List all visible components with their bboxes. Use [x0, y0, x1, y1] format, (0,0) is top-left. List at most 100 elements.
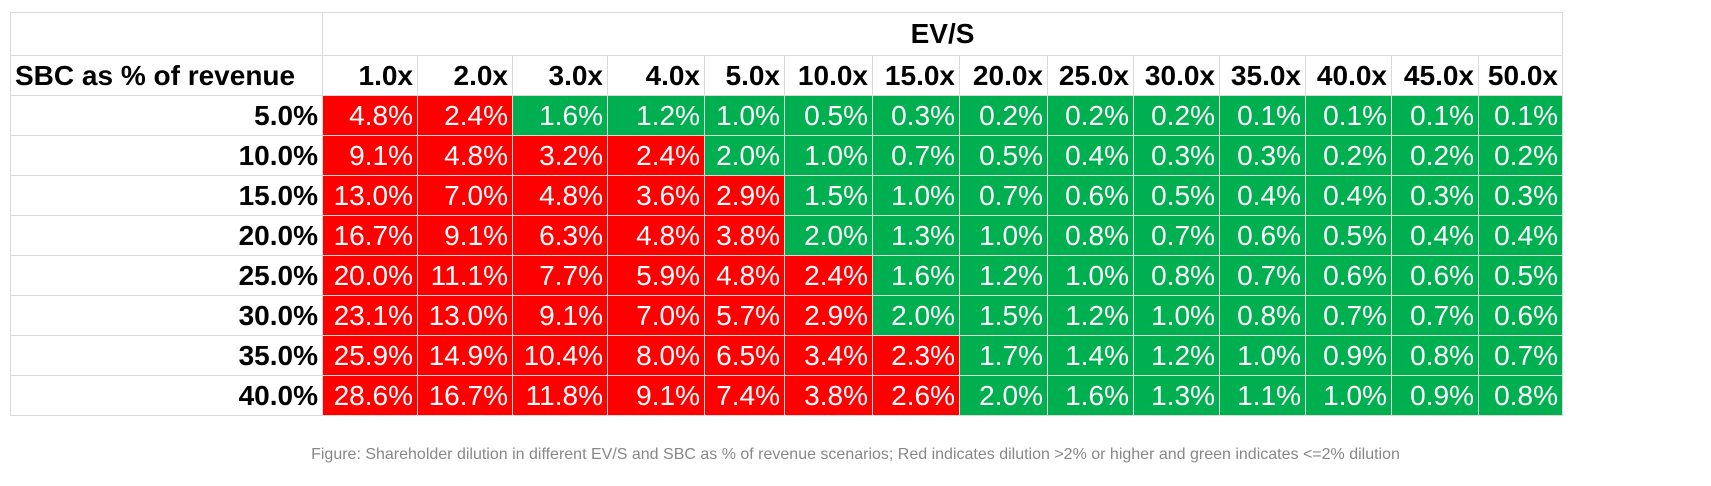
table-cell: 1.0% [1219, 335, 1306, 376]
table-cell: 1.0% [1047, 255, 1134, 296]
table-cell: 9.1% [322, 135, 418, 176]
table-cell: 4.8% [704, 255, 785, 296]
table-cell: 11.1% [417, 255, 513, 296]
table-cell: 0.7% [1391, 295, 1479, 336]
table-cell: 2.3% [872, 335, 960, 376]
row-label: 5.0% [10, 95, 323, 136]
table-cell: 1.2% [607, 95, 705, 136]
column-header: 10.0x [784, 55, 873, 96]
figure-caption: Figure: Shareholder dilution in differen… [311, 446, 1400, 463]
table-cell: 0.4% [1305, 175, 1392, 216]
row-label: 15.0% [10, 175, 323, 216]
table-cell: 3.8% [784, 375, 873, 416]
column-header: 40.0x [1305, 55, 1392, 96]
table-cell: 0.5% [1478, 255, 1563, 296]
table-cell: 0.6% [1305, 255, 1392, 296]
table-cell: 3.8% [704, 215, 785, 256]
column-header: 50.0x [1478, 55, 1563, 96]
table-cell: 1.4% [1047, 335, 1134, 376]
table-cell: 1.2% [1047, 295, 1134, 336]
table-cell: 0.8% [1047, 215, 1134, 256]
table-cell: 1.2% [1133, 335, 1220, 376]
column-header: 3.0x [512, 55, 608, 96]
row-label: 20.0% [10, 215, 323, 256]
table-cell: 0.7% [1133, 215, 1220, 256]
column-header: 35.0x [1219, 55, 1306, 96]
table-cell: 0.3% [1133, 135, 1220, 176]
table-cell: 0.1% [1478, 95, 1563, 136]
table-cell: 0.6% [1478, 295, 1563, 336]
table-cell: 25.9% [322, 335, 418, 376]
table-cell: 1.7% [959, 335, 1048, 376]
table-cell: 1.2% [959, 255, 1048, 296]
table-cell: 9.1% [417, 215, 513, 256]
table-cell: 1.0% [704, 95, 785, 136]
table-cell: 2.6% [872, 375, 960, 416]
column-header: 15.0x [872, 55, 960, 96]
table-cell: 1.3% [872, 215, 960, 256]
table-cell: 2.4% [607, 135, 705, 176]
table-cell: 1.1% [1219, 375, 1306, 416]
table-cell: 1.0% [959, 215, 1048, 256]
table-cell: 23.1% [322, 295, 418, 336]
column-header-row: SBC as % of revenue 1.0x 2.0x 3.0x 4.0x 5.0x… [10, 55, 1563, 96]
table-cell: 0.6% [1219, 215, 1306, 256]
table-cell: 7.4% [704, 375, 785, 416]
row-label: 25.0% [10, 255, 323, 296]
table-cell: 2.4% [417, 95, 513, 136]
row-label: 35.0% [10, 335, 323, 376]
table-cell: 2.0% [959, 375, 1048, 416]
table-cell: 5.7% [704, 295, 785, 336]
table-cell: 7.0% [417, 175, 513, 216]
table-cell: 28.6% [322, 375, 418, 416]
table-cell: 0.3% [1219, 135, 1306, 176]
table-cell: 1.0% [1305, 375, 1392, 416]
table-cell: 2.4% [784, 255, 873, 296]
table-cell: 16.7% [322, 215, 418, 256]
table-cell: 1.0% [872, 175, 960, 216]
table-cell: 2.0% [784, 215, 873, 256]
table-cell: 0.4% [1047, 135, 1134, 176]
table-cell: 0.9% [1305, 335, 1392, 376]
table-cell: 0.2% [1305, 135, 1392, 176]
table-cell: 0.7% [1478, 335, 1563, 376]
table-cell: 9.1% [512, 295, 608, 336]
table-cell: 0.4% [1478, 215, 1563, 256]
table-cell: 14.9% [417, 335, 513, 376]
table-row: 40.0% 28.6% 16.7% 11.8% 9.1% 7.4% 3.8% 2.6% 2.0%… [10, 375, 1563, 416]
table-cell: 6.5% [704, 335, 785, 376]
table-cell: 0.8% [1478, 375, 1563, 416]
table-cell: 0.1% [1305, 95, 1392, 136]
table-cell: 0.5% [1133, 175, 1220, 216]
table-row: 10.0% 9.1% 4.8% 3.2% 2.4% 2.0% 1.0% 0.7% 0.5% 0.4… [10, 135, 1563, 176]
column-header: 1.0x [322, 55, 418, 96]
table-cell: 13.0% [417, 295, 513, 336]
row-header-label: SBC as % of revenue [10, 55, 323, 96]
table-cell: 0.8% [1133, 255, 1220, 296]
column-header: 4.0x [607, 55, 705, 96]
table-row: 15.0% 13.0% 7.0% 4.8% 3.6% 2.9% 1.5% 1.0% 0.7% 0.… [10, 175, 1563, 216]
table-cell: 8.0% [607, 335, 705, 376]
column-header: 25.0x [1047, 55, 1134, 96]
table-body: 5.0% 4.8% 2.4% 1.6% 1.2% 1.0% 0.5% 0.3% 0.2% 0.2%… [10, 95, 1563, 416]
table-cell: 0.8% [1219, 295, 1306, 336]
table-cell: 0.1% [1219, 95, 1306, 136]
table-cell: 4.8% [322, 95, 418, 136]
table-cell: 11.8% [512, 375, 608, 416]
table-cell: 1.5% [959, 295, 1048, 336]
column-header: 2.0x [417, 55, 513, 96]
table-cell: 0.3% [872, 95, 960, 136]
column-header: 30.0x [1133, 55, 1220, 96]
row-label: 10.0% [10, 135, 323, 176]
table-cell: 0.3% [1391, 175, 1479, 216]
row-label: 30.0% [10, 295, 323, 336]
table-cell: 0.7% [959, 175, 1048, 216]
table-row: 30.0% 23.1% 13.0% 9.1% 7.0% 5.7% 2.9% 2.0% 1.5% 1… [10, 295, 1563, 336]
table-row: 20.0% 16.7% 9.1% 6.3% 4.8% 3.8% 2.0% 1.3% 1.0% 0.… [10, 215, 1563, 256]
table-cell: 4.8% [512, 175, 608, 216]
table-cell: 1.6% [872, 255, 960, 296]
table-cell: 0.7% [1219, 255, 1306, 296]
table-cell: 2.9% [704, 175, 785, 216]
table-cell: 1.0% [1133, 295, 1220, 336]
table-row: 25.0% 20.0% 11.1% 7.7% 5.9% 4.8% 2.4% 1.6% 1.2% 1… [10, 255, 1563, 296]
